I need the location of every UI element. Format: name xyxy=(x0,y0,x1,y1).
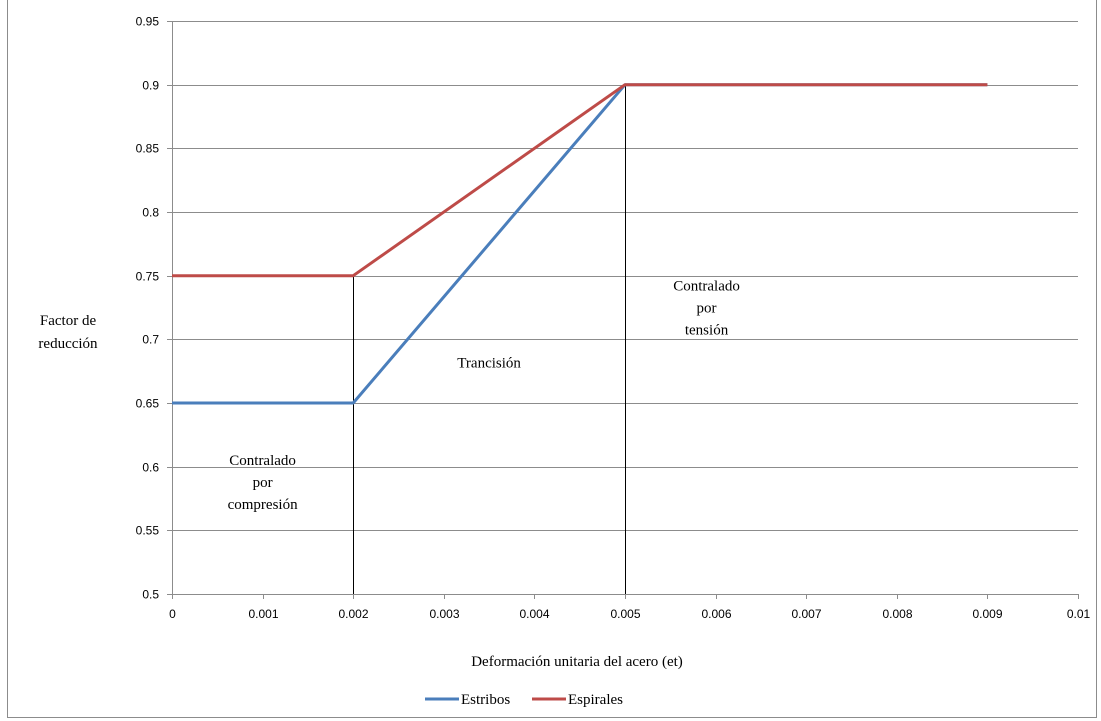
x-axis-label: Deformación unitaria del acero (et) xyxy=(471,654,683,670)
annotation-text: Contralado xyxy=(229,453,296,469)
y-axis-label-line-2: reducción xyxy=(38,336,98,352)
x-tick-label: 0.009 xyxy=(972,607,1002,621)
region-dividers xyxy=(353,84,626,594)
legend-label-espirales: Espirales xyxy=(568,692,623,708)
series-line-espirales xyxy=(172,83,988,278)
annotation-text: por xyxy=(697,301,717,317)
annotation-text: compresión xyxy=(228,497,298,513)
annotation-text: Contralado xyxy=(673,279,740,295)
y-tick-label: 0.65 xyxy=(136,397,160,411)
annotations: Contralado por compresión Trancisión Contral… xyxy=(228,279,740,513)
x-tick-label: 0.008 xyxy=(882,607,912,621)
y-tick-label: 0.95 xyxy=(136,15,160,29)
x-tick-label: 0.007 xyxy=(791,607,821,621)
axes xyxy=(167,21,1079,599)
series xyxy=(172,83,988,405)
y-tick-label: 0.6 xyxy=(142,461,159,475)
x-tick-label: 0.002 xyxy=(338,607,368,621)
legend: Estribos Espirales xyxy=(425,692,623,708)
x-tick-label: 0 xyxy=(169,607,176,621)
y-tick-label: 0.85 xyxy=(136,142,160,156)
chart-frame xyxy=(7,0,1097,718)
x-tick-label: 0.005 xyxy=(610,607,640,621)
legend-label-estribos: Estribos xyxy=(461,692,510,708)
annotation-text: por xyxy=(253,475,273,491)
y-tick-label: 0.9 xyxy=(142,79,159,93)
x-tick-label: 0.003 xyxy=(429,607,459,621)
y-tick-labels: 0.5 0.55 0.6 0.65 0.7 0.75 0.8 0.85 0.9 0.95 xyxy=(136,15,160,602)
y-tick-label: 0.55 xyxy=(136,524,160,538)
x-tick-label: 0.001 xyxy=(248,607,278,621)
y-tick-label: 0.5 xyxy=(142,588,159,602)
y-tick-label: 0.75 xyxy=(136,270,160,284)
annotation-text: tensión xyxy=(685,323,729,339)
y-tick-label: 0.7 xyxy=(142,333,159,347)
x-tick-labels: 0 0.001 0.002 0.003 0.004 0.005 0.006 0.007 0.00… xyxy=(169,607,1090,621)
series-line-estribos xyxy=(172,83,988,405)
x-tick-label: 0.006 xyxy=(701,607,731,621)
x-tick-label: 0.004 xyxy=(519,607,549,621)
y-tick-label: 0.8 xyxy=(142,206,159,220)
x-tick-label: 0.01 xyxy=(1067,607,1091,621)
y-axis-label-line-1: Factor de xyxy=(40,313,97,329)
annotation-text: Trancisión xyxy=(457,355,521,371)
